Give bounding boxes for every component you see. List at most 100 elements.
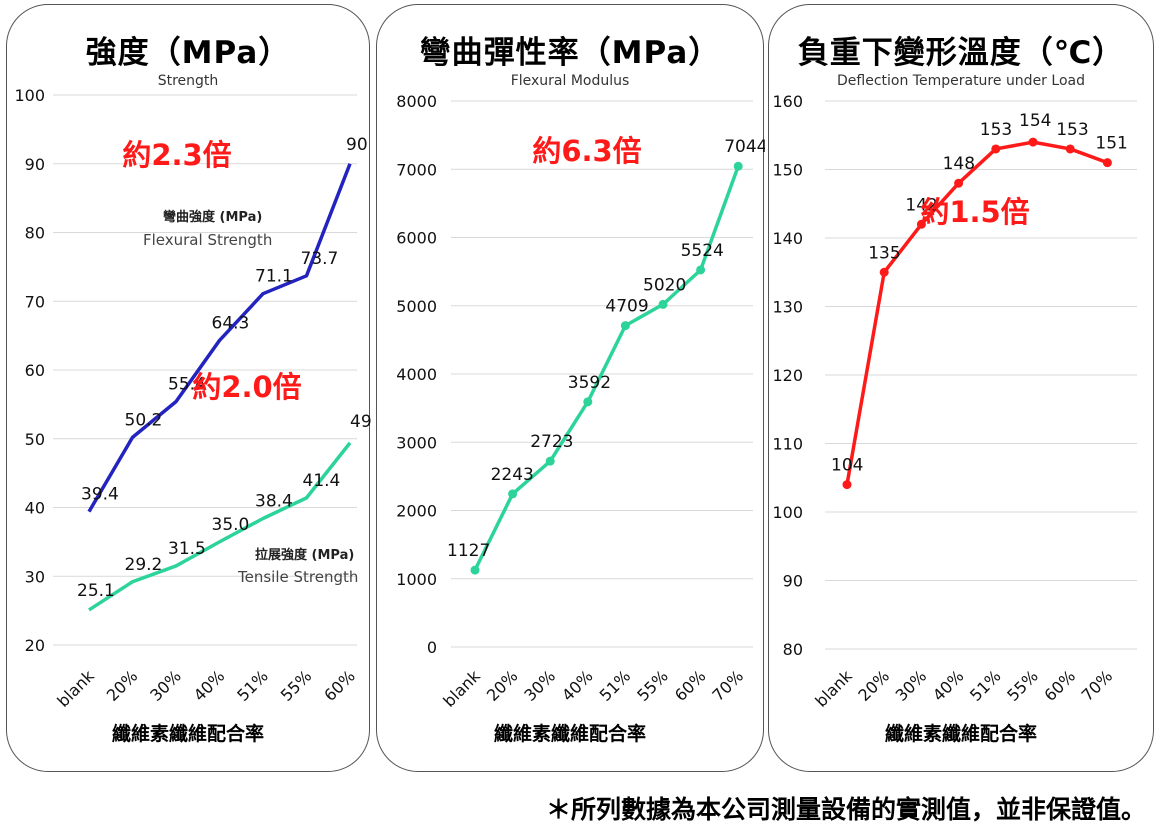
data-point: [696, 265, 706, 275]
y-tick-label: 7000: [396, 160, 437, 179]
x-tick-label: 30%: [146, 666, 185, 705]
series-name-label: 拉展強度 (MPa): [255, 547, 354, 563]
x-tick-label: 51%: [966, 666, 1005, 705]
data-point: [470, 565, 480, 575]
data-label: 153: [1056, 120, 1088, 140]
data-point: [545, 456, 555, 466]
series-name-label: Tensile Strength: [237, 568, 358, 586]
series-line: [473, 165, 740, 571]
chart-subtitle: Deflection Temperature under Load: [837, 73, 1085, 89]
data-label: 5020: [643, 275, 686, 295]
y-tick-label: 5000: [396, 297, 437, 316]
data-point: [508, 489, 518, 499]
data-label: 64.3: [212, 313, 250, 333]
x-tick-label: 20%: [854, 666, 893, 705]
x-tick-label: 20%: [103, 666, 142, 705]
x-tick-label: 55%: [1003, 666, 1042, 705]
series-line: [88, 441, 352, 612]
deflection-temperature-chart-panel: 負重下變形溫度（℃） Deflection Temperature under …: [768, 4, 1154, 772]
data-label: 73.7: [301, 249, 339, 269]
data-label: 1127: [447, 541, 490, 561]
multiplier-annotation: 約1.5倍: [920, 195, 1029, 229]
series-line: [87, 163, 352, 513]
x-tick-label: blank: [53, 666, 98, 711]
data-point: [916, 219, 926, 229]
y-tick-label: 110: [772, 435, 803, 454]
data-label: 31.5: [168, 539, 206, 559]
data-label: 38.4: [255, 492, 293, 512]
y-tick-label: 150: [772, 161, 803, 180]
y-tick-label: 50: [25, 430, 45, 449]
chart-title: 負重下變形溫度（℃）: [797, 35, 1125, 71]
series-line: [845, 140, 1109, 485]
y-tick-label: 8000: [396, 92, 437, 111]
data-point: [620, 321, 630, 331]
x-tick-label: 51%: [596, 666, 635, 705]
x-tick-label: 70%: [708, 666, 747, 705]
x-tick-label: blank: [811, 666, 856, 711]
x-tick-label: 60%: [320, 666, 359, 705]
data-label: 3592: [568, 373, 611, 393]
series-name-label: Flexural Strength: [143, 231, 272, 249]
x-tick-label: blank: [439, 666, 484, 711]
data-label: 25.1: [77, 581, 115, 601]
y-tick-label: 20: [25, 636, 45, 655]
data-label: 151: [1095, 134, 1127, 154]
x-tick-label: 55%: [633, 666, 672, 705]
x-tick-label: 20%: [483, 666, 522, 705]
data-label: 49.4: [350, 412, 371, 432]
data-label: 4709: [605, 297, 648, 317]
multiplier-annotation: 約6.3倍: [532, 134, 641, 168]
y-tick-label: 6000: [396, 229, 437, 248]
chart-subtitle: Flexural Modulus: [510, 73, 630, 89]
y-tick-label: 90: [25, 155, 45, 174]
data-point: [583, 397, 593, 407]
data-label: 35.0: [212, 515, 250, 535]
y-tick-label: 60: [25, 361, 45, 380]
y-tick-label: 100: [14, 86, 45, 105]
x-tick-label: 40%: [558, 666, 597, 705]
y-tick-label: 80: [25, 224, 45, 243]
data-label: 2723: [530, 432, 573, 452]
y-tick-label: 30: [25, 567, 45, 586]
data-label: 148: [943, 154, 975, 174]
series-name-label: 彎曲強度 (MPa): [162, 209, 262, 225]
multiplier-annotation: 約2.0倍: [192, 370, 301, 404]
data-point: [1028, 137, 1038, 147]
data-label: 50.2: [125, 410, 163, 430]
strength-chart-panel: 強度（MPa） Strength 100 90 80 70 60 50 40 30 20 blan…: [6, 4, 371, 772]
y-tick-label: 0: [427, 638, 437, 657]
y-tick-label: 120: [772, 366, 803, 385]
data-label: 154: [1019, 111, 1051, 131]
data-label: 2243: [491, 465, 534, 485]
x-tick-label: 30%: [892, 666, 931, 705]
y-tick-label: 2000: [396, 502, 437, 521]
data-label: 71.1: [255, 267, 293, 287]
y-tick-label: 90: [783, 572, 803, 591]
x-axis-label: 纖維素纖維配合率: [493, 723, 646, 745]
data-label: 55.4: [168, 375, 206, 395]
x-tick-label: 30%: [520, 666, 559, 705]
data-point: [879, 267, 889, 277]
x-tick-label: 51%: [233, 666, 272, 705]
y-tick-label: 140: [772, 229, 803, 248]
data-label: 135: [868, 243, 900, 263]
y-tick-label: 4000: [396, 365, 437, 384]
data-point: [954, 178, 964, 188]
y-tick-label: 70: [25, 292, 45, 311]
y-tick-label: 80: [783, 640, 803, 659]
deflection-temperature-plot: 1601501401301201101009080blank20%30%40%5…: [772, 92, 1137, 711]
data-point: [842, 480, 852, 490]
data-label: 90: [346, 135, 368, 155]
data-label: 39.4: [81, 485, 119, 505]
x-tick-label: 60%: [1040, 666, 1079, 705]
y-tick-label: 100: [772, 503, 803, 522]
y-tick-label: 3000: [396, 433, 437, 452]
flexural-modulus-chart-panel: 彎曲彈性率（MPa） Flexural Modulus 8000 7000 6000…: [376, 4, 765, 772]
data-point: [733, 161, 743, 171]
chart-subtitle: Strength: [157, 73, 219, 89]
data-label: 5524: [681, 241, 724, 261]
x-tick-label: 55%: [277, 666, 316, 705]
